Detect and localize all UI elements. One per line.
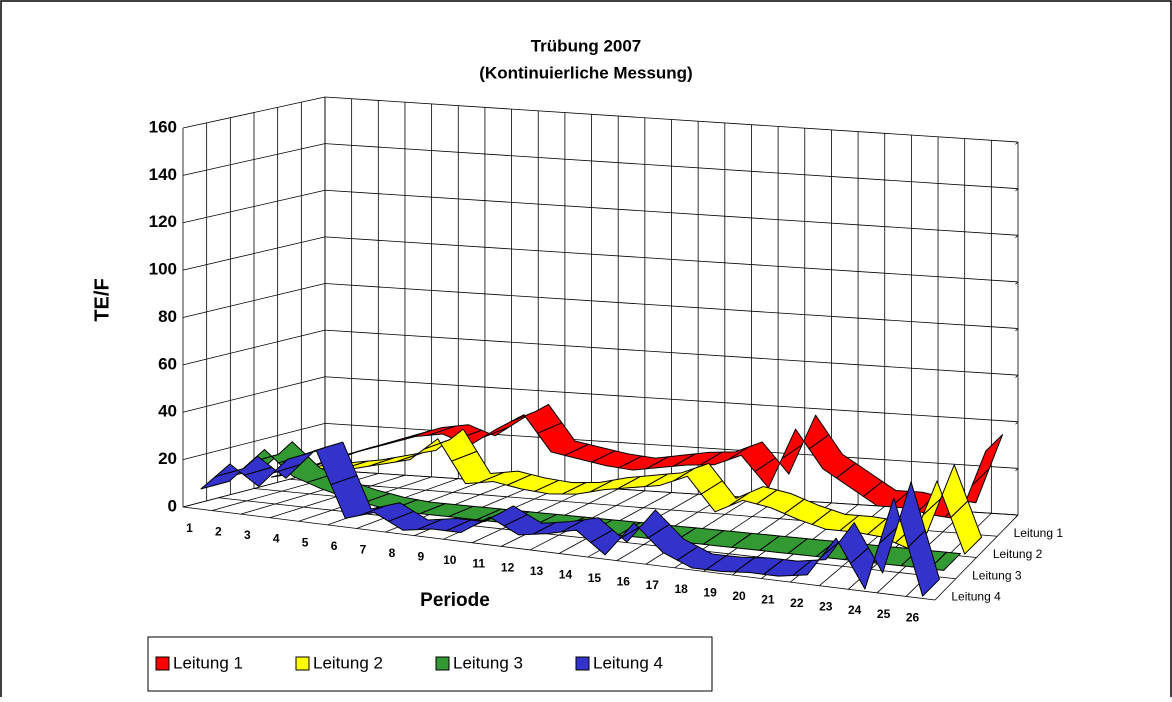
x-tick-label: 22 (790, 596, 804, 610)
legend-label: Leitung 1 (173, 653, 243, 672)
x-tick-label: 3 (244, 528, 251, 542)
x-tick-label: 15 (588, 571, 602, 585)
x-tick-label: 2 (215, 525, 222, 539)
ribbon-segment (907, 530, 940, 597)
x-tick-label: 9 (418, 550, 425, 564)
x-tick-label: 19 (703, 585, 717, 599)
legend-swatch (435, 656, 450, 671)
chart-subtitle: (Kontinuierliche Messung) (479, 63, 692, 82)
ribbon-segment (950, 500, 983, 555)
y-tick-label: 80 (158, 307, 177, 326)
y-tick-label: 120 (149, 212, 177, 231)
x-tick-label: 8 (389, 546, 396, 560)
legend-swatch (295, 656, 310, 671)
legend-label: Leitung 2 (313, 653, 383, 672)
x-tick-label: 14 (559, 567, 573, 581)
grid-line (1015, 328, 1019, 332)
y-tick-label: 100 (149, 260, 177, 279)
x-tick-label: 26 (906, 610, 920, 624)
x-tick-label: 25 (877, 607, 891, 621)
x-tick-label: 16 (617, 575, 631, 589)
x-tick-label: 1 (186, 521, 193, 535)
x-tick-label: 4 (273, 532, 280, 546)
y-tick-label: 160 (149, 117, 177, 136)
marks (200, 403, 1004, 597)
y-tick-label: 0 (168, 496, 177, 515)
x-tick-label: 11 (472, 557, 485, 571)
series-axis-label: Leitung 4 (951, 590, 1001, 604)
legend-swatch (155, 656, 170, 671)
x-tick-label: 7 (360, 542, 367, 556)
legend (147, 636, 713, 692)
chart-title: Trübung 2007 (531, 36, 642, 55)
x-tick-label: 6 (331, 539, 338, 553)
x-tick-label: 20 (732, 589, 746, 603)
grid-line (1015, 141, 1019, 145)
y-tick-label: 60 (158, 354, 177, 373)
x-tick-label: 5 (302, 535, 309, 549)
x-tick-label: 21 (761, 592, 775, 606)
x-tick-label: 18 (674, 582, 688, 596)
legend-label: Leitung 3 (453, 653, 523, 672)
grid-line (1015, 234, 1019, 238)
x-axis-title: Periode (420, 590, 490, 611)
series-axis-label: Leitung 1 (1014, 526, 1064, 540)
x-tick-label: 17 (646, 578, 660, 592)
x-tick-label: 13 (530, 564, 544, 578)
grid-line (1015, 468, 1019, 472)
y-axis-title: TE/F (91, 278, 113, 321)
legend-swatch (575, 656, 590, 671)
ribbon-segment (971, 434, 1004, 486)
grid-line (1015, 281, 1019, 285)
x-tick-label: 24 (848, 603, 862, 617)
x-tick-label: 10 (443, 553, 457, 567)
legend-label: Leitung 4 (593, 653, 663, 672)
x-tick-label: 23 (819, 600, 833, 614)
ribbon-segment (929, 551, 962, 571)
series-axis-label: Leitung 2 (993, 547, 1043, 561)
y-tick-label: 40 (158, 402, 177, 421)
grid-line (1015, 421, 1019, 425)
y-tick-label: 20 (158, 449, 177, 468)
y-tick-label: 140 (149, 165, 177, 184)
series-axis-label: Leitung 3 (972, 568, 1022, 582)
x-tick-label: 12 (501, 560, 515, 574)
grid-line (1015, 188, 1019, 192)
grid-line (1015, 374, 1019, 378)
grid-line (182, 506, 936, 601)
